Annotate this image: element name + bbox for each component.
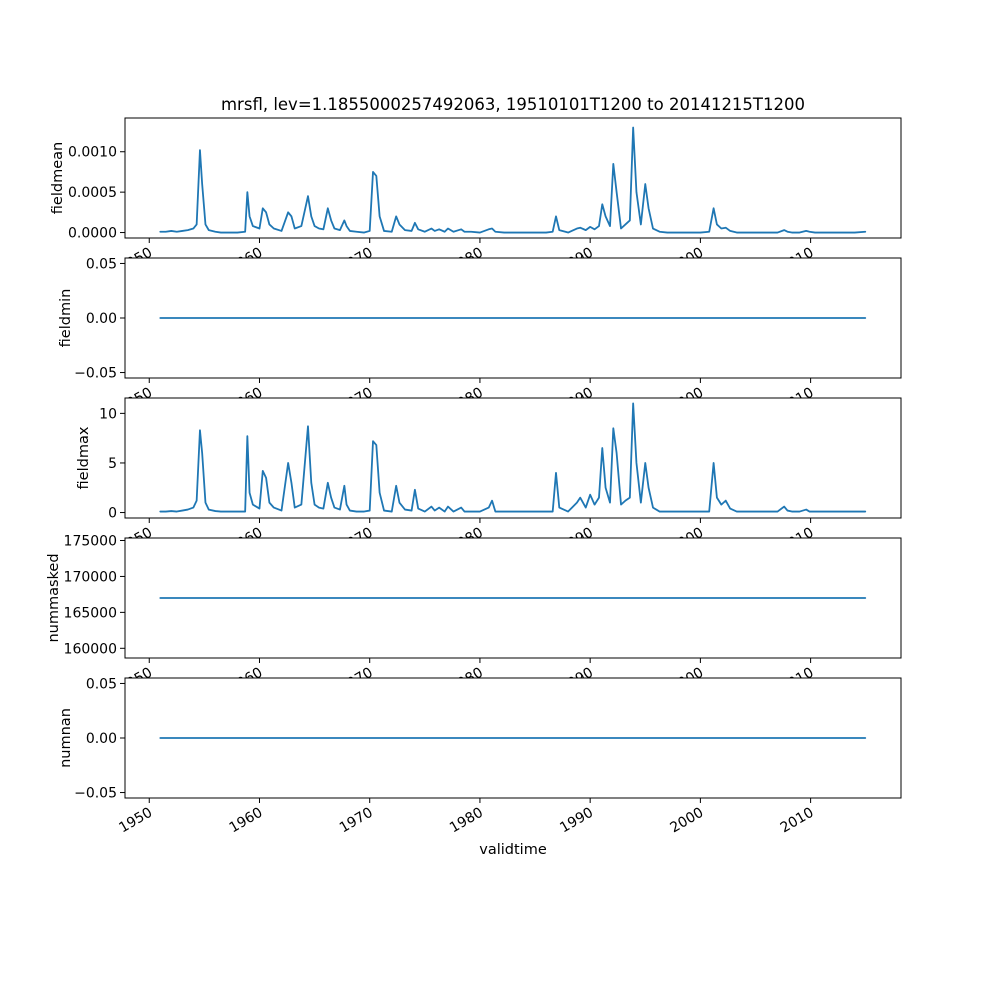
ytick-label-nummasked: 160000 [64,641,117,657]
subplot-nummasked: 1600001650001700001750001950196019701980… [64,534,902,678]
xtick-label: 1990 [557,805,596,837]
y-axis-label-numnan: numnan [58,708,74,768]
ytick-label-numnan: 0.00 [86,731,117,747]
subplot-fieldmin: −0.050.000.05195019601970198019902000201… [74,256,902,398]
ytick-label-fieldmax: 10 [99,406,117,422]
ytick-label-fieldmax: 0 [108,506,117,522]
xtick-label: 1950 [116,805,155,837]
ytick-label-nummasked: 165000 [64,605,117,621]
ytick-label-nummasked: 170000 [64,569,117,585]
ytick-label-numnan: 0.05 [86,676,117,692]
ytick-label-nummasked: 175000 [64,534,117,550]
ytick-label-numnan: −0.05 [74,786,117,802]
axes-frame-fieldmean [124,117,902,239]
ytick-label-fieldmean: 0.0005 [68,185,117,201]
ytick-label-fieldmean: 0.0000 [68,226,117,242]
ytick-label-fieldmin: −0.05 [74,366,117,382]
y-axis-label-fieldmean: fieldmean [50,141,66,215]
y-axis-label-fieldmax: fieldmax [76,426,92,490]
ytick-label-fieldmax: 5 [108,456,117,472]
xtick-label: 2010 [778,805,817,837]
axes-frame-fieldmax [124,397,902,519]
series-line-fieldmax [159,402,867,513]
y-axis-label-fieldmin: fieldmin [58,288,74,348]
ytick-label-fieldmean: 0.0010 [68,145,117,161]
chart-title: mrsfl, lev=1.1855000257492063, 19510101T… [220,95,806,114]
subplot-fieldmax: 05101950196019701980199020002010 [99,397,902,538]
xtick-label: 2000 [668,805,707,837]
subplot-numnan: −0.05 0.00 0.05 1950 1960 1970 1980 1990 2000 201… [74,676,902,837]
xtick-label: 1960 [227,805,266,837]
xtick-label: 1980 [447,805,486,837]
ytick-label-fieldmin: 0.00 [86,311,117,327]
subplot-fieldmean: 0.00000.00050.00101950196019701980199020… [68,117,902,258]
x-axis-label: validtime [479,842,547,858]
series-line-fieldmean [159,126,867,234]
ytick-label-fieldmin: 0.05 [86,256,117,272]
xtick-label: 1970 [337,805,376,837]
y-axis-label-nummasked: nummasked [46,553,62,643]
